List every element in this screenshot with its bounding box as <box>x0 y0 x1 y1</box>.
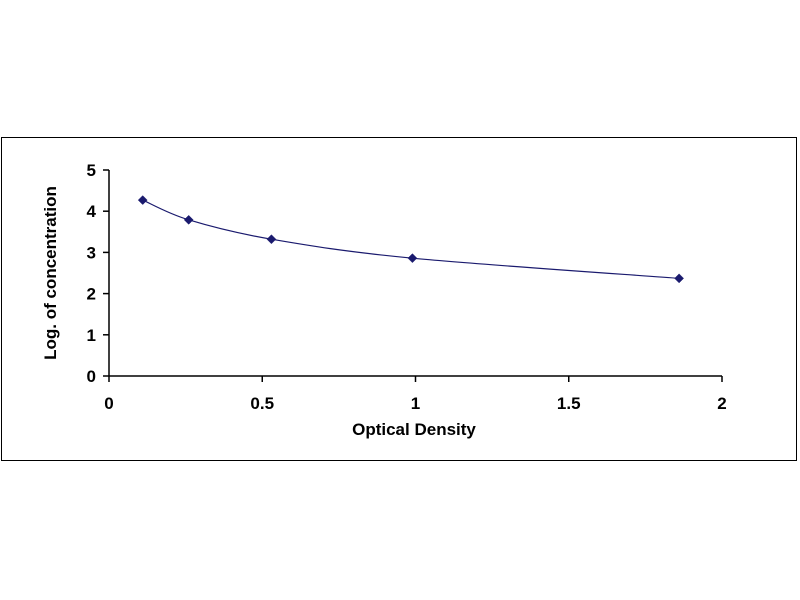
y-tick-label: 0 <box>87 367 96 386</box>
data-point <box>137 195 148 205</box>
y-axis-title: Log. of concentration <box>41 186 60 360</box>
x-tick-label: 1 <box>411 394 420 413</box>
data-point <box>266 234 277 245</box>
y-tick-label: 4 <box>87 202 97 221</box>
x-tick-label: 0.5 <box>250 394 274 413</box>
data-point <box>674 273 684 284</box>
data-point <box>183 214 194 225</box>
x-tick-label: 0 <box>104 394 113 413</box>
x-tick-label: 2 <box>717 394 726 413</box>
fit-curve <box>142 199 680 279</box>
y-tick-label: 1 <box>87 326 96 345</box>
y-tick-label: 2 <box>87 285 96 304</box>
data-point <box>407 253 418 264</box>
x-tick-label: 1.5 <box>557 394 581 413</box>
y-tick-label: 3 <box>87 243 96 262</box>
x-axis-title: Optical Density <box>352 420 476 439</box>
chart-frame <box>1 137 797 461</box>
y-tick-label: 5 <box>87 161 96 180</box>
